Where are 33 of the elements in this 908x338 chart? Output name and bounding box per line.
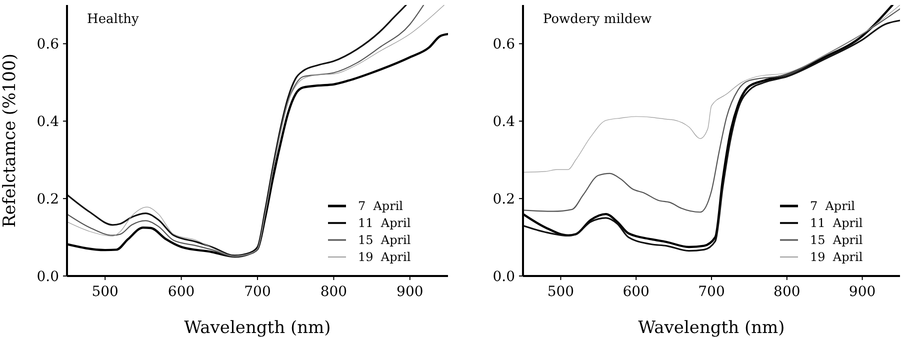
line-series [523,5,900,173]
y-tick-label: 0.2 [36,192,59,208]
x-tick-label: 600 [622,284,650,300]
text: Healthy [87,12,140,27]
text: Powdery mildew [543,12,652,27]
y-tick-label: 0.4 [492,114,516,130]
legend-label: 19 April [810,250,863,264]
legend-label: 15 April [810,233,863,247]
x-tick-label: 900 [848,284,876,300]
x-tick-label: 700 [698,284,725,300]
x-tick-label: 600 [168,284,195,300]
y-tick-label: 0.6 [36,36,60,53]
x-tick-label: 800 [320,284,348,300]
line-series [523,8,900,213]
legend-label: 7 April [358,199,404,213]
y-tick-label: 0.2 [492,192,515,208]
legend-label: 11 April [358,216,411,230]
x-tick-label: 500 [92,284,118,300]
y-axis-title: Refelctamce (%100) [0,53,20,228]
x-tick-label: 900 [396,284,424,300]
x-axis-title: Wavelength (nm) [184,318,331,338]
legend-label: 7 April [810,199,856,213]
y-tick-label: 0.0 [36,269,59,285]
x-tick-label: 700 [244,284,271,300]
y-tick-label: 0.6 [492,36,516,53]
x-tick-label: 800 [774,284,800,300]
legend-label: 15 April [358,233,411,247]
legend-label: 11 April [810,216,863,230]
y-tick-label: 0.4 [36,114,60,130]
y-tick-label: 0.0 [492,269,515,285]
x-tick-label: 500 [547,284,574,300]
legend-label: 19 April [358,250,411,264]
x-axis-title: Wavelength (nm) [638,318,785,338]
